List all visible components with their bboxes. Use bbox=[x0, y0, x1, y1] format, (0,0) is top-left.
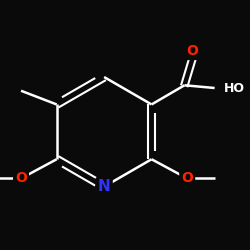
Text: O: O bbox=[187, 44, 198, 58]
Text: N: N bbox=[98, 179, 110, 194]
Text: HO: HO bbox=[224, 82, 245, 94]
Text: O: O bbox=[15, 172, 27, 185]
Text: O: O bbox=[181, 172, 193, 185]
